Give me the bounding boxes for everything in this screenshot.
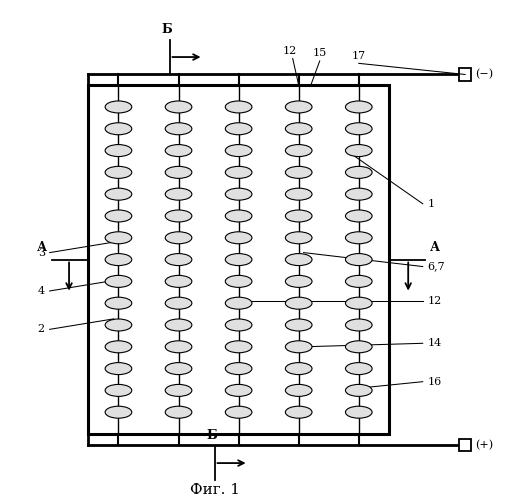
Ellipse shape (225, 101, 252, 113)
Ellipse shape (345, 275, 372, 287)
Ellipse shape (165, 101, 192, 113)
Ellipse shape (345, 406, 372, 418)
Ellipse shape (285, 123, 312, 135)
Text: А: А (37, 241, 47, 254)
Ellipse shape (345, 210, 372, 222)
Bar (459, 439, 471, 451)
Ellipse shape (345, 297, 372, 309)
Ellipse shape (225, 210, 252, 222)
Ellipse shape (345, 253, 372, 265)
Text: 12: 12 (283, 46, 297, 56)
Ellipse shape (105, 145, 132, 157)
Ellipse shape (345, 319, 372, 331)
Text: 1: 1 (428, 199, 434, 209)
Ellipse shape (285, 101, 312, 113)
Text: Б: Б (162, 23, 172, 36)
Ellipse shape (165, 384, 192, 396)
Ellipse shape (225, 123, 252, 135)
Ellipse shape (285, 341, 312, 353)
Ellipse shape (105, 210, 132, 222)
Ellipse shape (345, 363, 372, 375)
Text: Фиг. 1: Фиг. 1 (189, 483, 239, 497)
Ellipse shape (285, 145, 312, 157)
Text: 2: 2 (38, 324, 45, 334)
Ellipse shape (105, 384, 132, 396)
Ellipse shape (285, 384, 312, 396)
Ellipse shape (105, 275, 132, 287)
Ellipse shape (225, 297, 252, 309)
Text: (+): (+) (475, 440, 493, 450)
Ellipse shape (285, 406, 312, 418)
Text: А: А (430, 241, 440, 254)
Ellipse shape (225, 319, 252, 331)
Ellipse shape (105, 319, 132, 331)
Ellipse shape (165, 341, 192, 353)
Ellipse shape (285, 166, 312, 178)
Ellipse shape (285, 275, 312, 287)
Ellipse shape (345, 145, 372, 157)
Text: 12: 12 (428, 296, 442, 306)
Ellipse shape (225, 145, 252, 157)
Ellipse shape (105, 341, 132, 353)
Text: (−): (−) (475, 69, 493, 80)
Text: Б: Б (207, 429, 218, 442)
Ellipse shape (165, 123, 192, 135)
Ellipse shape (165, 363, 192, 375)
Text: 16: 16 (428, 377, 442, 387)
Ellipse shape (345, 232, 372, 244)
Ellipse shape (105, 297, 132, 309)
Ellipse shape (105, 253, 132, 265)
Ellipse shape (165, 232, 192, 244)
Ellipse shape (105, 363, 132, 375)
Ellipse shape (345, 384, 372, 396)
Ellipse shape (225, 253, 252, 265)
Ellipse shape (345, 188, 372, 200)
Ellipse shape (165, 145, 192, 157)
Ellipse shape (285, 188, 312, 200)
Ellipse shape (165, 319, 192, 331)
Ellipse shape (285, 232, 312, 244)
Ellipse shape (345, 341, 372, 353)
Text: 6,7: 6,7 (428, 261, 445, 271)
Ellipse shape (225, 275, 252, 287)
Ellipse shape (105, 406, 132, 418)
Text: 4: 4 (38, 286, 45, 296)
Text: 14: 14 (428, 338, 442, 348)
Ellipse shape (105, 232, 132, 244)
Ellipse shape (225, 384, 252, 396)
Text: 3: 3 (38, 248, 45, 257)
Ellipse shape (225, 188, 252, 200)
Text: 15: 15 (313, 48, 327, 58)
Ellipse shape (105, 101, 132, 113)
Ellipse shape (225, 341, 252, 353)
Ellipse shape (165, 275, 192, 287)
Ellipse shape (105, 188, 132, 200)
Ellipse shape (165, 406, 192, 418)
Ellipse shape (345, 101, 372, 113)
Bar (459, 68, 471, 80)
Ellipse shape (225, 166, 252, 178)
Ellipse shape (165, 253, 192, 265)
Ellipse shape (345, 166, 372, 178)
Ellipse shape (285, 297, 312, 309)
Ellipse shape (165, 166, 192, 178)
Ellipse shape (225, 232, 252, 244)
Ellipse shape (165, 188, 192, 200)
Ellipse shape (285, 253, 312, 265)
Ellipse shape (165, 210, 192, 222)
Ellipse shape (225, 406, 252, 418)
Ellipse shape (105, 166, 132, 178)
Text: 17: 17 (352, 51, 366, 61)
Ellipse shape (345, 123, 372, 135)
Ellipse shape (285, 319, 312, 331)
Ellipse shape (225, 363, 252, 375)
Ellipse shape (285, 210, 312, 222)
Ellipse shape (285, 363, 312, 375)
Ellipse shape (105, 123, 132, 135)
Ellipse shape (165, 297, 192, 309)
